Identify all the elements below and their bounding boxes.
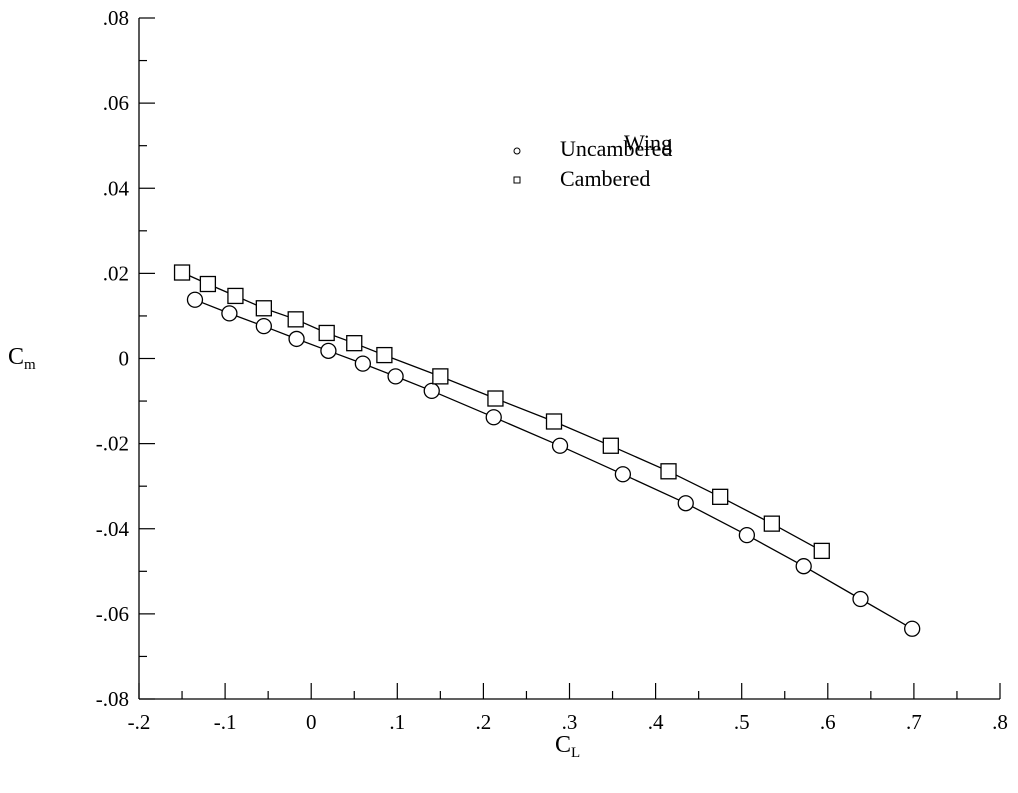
x-tick-label: .5 bbox=[734, 710, 750, 734]
data-point-uncambered bbox=[738, 526, 756, 544]
data-point-uncambered bbox=[904, 620, 921, 637]
x-tick-label: .4 bbox=[648, 710, 664, 734]
x-tick-label: .7 bbox=[906, 710, 922, 734]
y-tick-label: -.04 bbox=[96, 517, 130, 541]
axes: -.2 -.1 0 .1 .2 .3 .4 .5 .6 .7 .8 .08 .06 .04 .02 0 -.02… bbox=[96, 6, 1008, 734]
legend-marker-uncambered bbox=[513, 147, 521, 155]
x-tick-label: .8 bbox=[992, 710, 1008, 734]
y-tick-label: -.02 bbox=[96, 432, 129, 456]
data-point-uncambered bbox=[677, 495, 694, 512]
y-tick-label: .08 bbox=[103, 6, 129, 30]
x-tick-label: .3 bbox=[562, 710, 578, 734]
legend-marker-cambered bbox=[513, 176, 521, 184]
legend-label-uncambered: Uncambered bbox=[560, 136, 672, 161]
data-point-cambered bbox=[199, 275, 217, 293]
data-point-cambered bbox=[487, 390, 504, 407]
data-point-uncambered bbox=[221, 305, 238, 322]
y-tick-label: .06 bbox=[103, 91, 129, 115]
data-point-cambered bbox=[432, 368, 449, 385]
data-point-uncambered bbox=[354, 355, 372, 372]
data-point-uncambered bbox=[387, 368, 404, 385]
x-tick-label: -.2 bbox=[128, 710, 151, 734]
x-tick-label: -.1 bbox=[214, 710, 237, 734]
y-tick-label: .04 bbox=[103, 176, 130, 200]
data-point-uncambered bbox=[852, 590, 869, 608]
data-point-cambered bbox=[346, 335, 363, 352]
x-tick-label: .2 bbox=[476, 710, 492, 734]
data-point-uncambered bbox=[614, 466, 632, 483]
x-tick-label: .1 bbox=[389, 710, 405, 734]
series-lines bbox=[181, 271, 913, 630]
y-tick-label: -.08 bbox=[96, 687, 129, 711]
data-point-cambered bbox=[287, 311, 304, 328]
data-point-cambered bbox=[173, 264, 191, 281]
series-markers bbox=[173, 264, 921, 637]
x-tick-label: 0 bbox=[306, 710, 317, 734]
data-point-cambered bbox=[602, 437, 619, 454]
data-point-uncambered bbox=[320, 342, 337, 359]
data-point-cambered bbox=[660, 463, 677, 480]
series-line-cambered bbox=[181, 271, 823, 552]
data-point-uncambered bbox=[288, 330, 305, 348]
legend-label-cambered: Cambered bbox=[560, 166, 650, 191]
data-point-cambered bbox=[376, 346, 393, 364]
data-point-cambered bbox=[763, 515, 780, 532]
y-tick-label: -.06 bbox=[96, 602, 129, 626]
data-point-uncambered bbox=[255, 318, 272, 335]
legend: Wing Uncambered Cambered bbox=[513, 130, 672, 191]
series-line-uncambered bbox=[194, 299, 913, 630]
x-tick-label: .6 bbox=[820, 710, 836, 734]
data-point-uncambered bbox=[551, 437, 569, 454]
data-point-uncambered bbox=[186, 291, 204, 308]
x-axis-title: CL bbox=[555, 732, 580, 761]
data-point-uncambered bbox=[423, 382, 440, 399]
legend-title: Wing bbox=[624, 130, 672, 155]
data-point-uncambered bbox=[485, 409, 502, 426]
data-point-cambered bbox=[813, 542, 830, 560]
y-tick-label: .02 bbox=[103, 261, 129, 285]
data-point-cambered bbox=[255, 300, 272, 317]
data-point-cambered bbox=[318, 324, 335, 342]
data-point-cambered bbox=[545, 413, 563, 430]
data-point-cambered bbox=[712, 488, 729, 505]
y-tick-label: 0 bbox=[119, 347, 130, 371]
data-point-cambered bbox=[227, 287, 244, 305]
data-point-uncambered bbox=[795, 558, 812, 575]
y-axis-title: Cm bbox=[8, 344, 36, 373]
